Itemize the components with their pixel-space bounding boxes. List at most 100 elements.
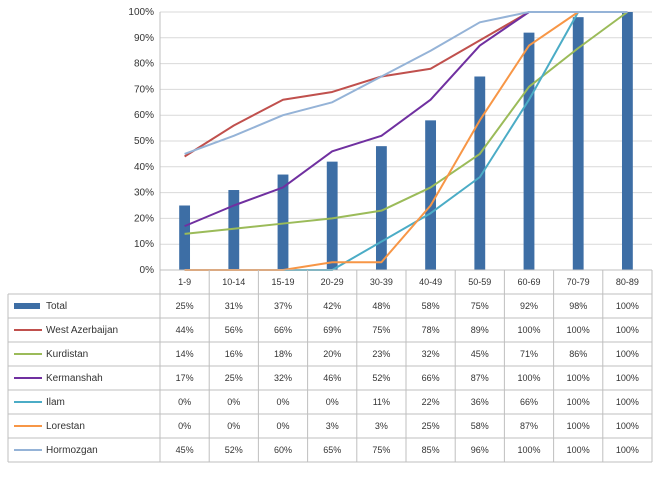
data-label: 45%: [176, 445, 194, 455]
x-tick-label: 1-9: [178, 277, 191, 287]
data-label: 100%: [517, 373, 540, 383]
data-label: 45%: [471, 349, 489, 359]
data-label: 75%: [372, 445, 390, 455]
bar-total: [375, 146, 387, 270]
data-label: 100%: [616, 397, 639, 407]
legend-entry: Hormozgan: [46, 445, 98, 456]
legend-key-bar: [14, 303, 40, 309]
bar-total: [621, 12, 633, 270]
data-label: 58%: [422, 301, 440, 311]
data-label: 32%: [274, 373, 292, 383]
y-tick-label: 30%: [134, 188, 154, 199]
data-label: 87%: [471, 373, 489, 383]
bar-total: [277, 174, 289, 270]
data-label: 66%: [520, 397, 538, 407]
y-tick-label: 90%: [134, 33, 154, 44]
data-label: 65%: [323, 445, 341, 455]
data-label: 100%: [567, 421, 590, 431]
data-label: 89%: [471, 325, 489, 335]
data-label: 100%: [616, 349, 639, 359]
data-label: 0%: [178, 421, 191, 431]
legend-entry: West Azerbaijan: [46, 325, 118, 336]
data-label: 100%: [616, 445, 639, 455]
data-label: 0%: [276, 421, 289, 431]
data-label: 71%: [520, 349, 538, 359]
data-label: 11%: [373, 397, 390, 407]
data-label: 22%: [422, 397, 440, 407]
x-tick-label: 10-14: [222, 277, 245, 287]
y-tick-label: 50%: [134, 136, 154, 147]
data-label: 37%: [274, 301, 292, 311]
x-tick-label: 20-29: [321, 277, 344, 287]
y-tick-label: 40%: [134, 162, 154, 173]
data-label: 0%: [276, 397, 289, 407]
data-label: 3%: [375, 421, 388, 431]
bar-total: [326, 161, 338, 270]
data-label: 60%: [274, 445, 292, 455]
data-label: 0%: [178, 397, 191, 407]
data-label: 0%: [227, 397, 240, 407]
data-label: 100%: [616, 421, 639, 431]
legend-entry: Kermanshah: [46, 373, 103, 384]
bars-total: [179, 12, 633, 270]
data-label: 32%: [422, 349, 440, 359]
y-tick-label: 100%: [128, 7, 154, 18]
data-label: 25%: [225, 373, 243, 383]
data-label: 100%: [567, 325, 590, 335]
data-label: 86%: [569, 349, 587, 359]
data-label: 100%: [616, 373, 639, 383]
data-label: 92%: [520, 301, 538, 311]
data-label: 100%: [616, 325, 639, 335]
bar-total: [228, 190, 240, 270]
data-label: 100%: [567, 445, 590, 455]
x-tick-label: 15-19: [271, 277, 294, 287]
data-label: 42%: [323, 301, 341, 311]
legend-entry: Lorestan: [46, 421, 85, 432]
data-label: 44%: [176, 325, 194, 335]
legend-entry: Kurdistan: [46, 349, 88, 360]
data-label: 75%: [372, 325, 390, 335]
data-label: 66%: [274, 325, 292, 335]
data-label: 85%: [422, 445, 440, 455]
data-label: 98%: [569, 301, 587, 311]
data-label: 20%: [323, 349, 341, 359]
bar-total: [425, 120, 437, 270]
bar-total: [572, 17, 584, 270]
data-label: 17%: [176, 373, 194, 383]
data-label: 100%: [517, 445, 540, 455]
x-tick-label: 80-89: [616, 277, 639, 287]
data-label: 78%: [422, 325, 440, 335]
y-tick-label: 20%: [134, 213, 154, 224]
data-label: 46%: [323, 373, 341, 383]
data-label: 16%: [225, 349, 243, 359]
y-tick-label: 70%: [134, 84, 154, 95]
data-label: 96%: [471, 445, 489, 455]
data-label: 100%: [567, 373, 590, 383]
series-line-hormozgan: [184, 11, 628, 155]
y-tick-label: 80%: [134, 59, 154, 70]
y-tick-label: 0%: [140, 265, 155, 276]
data-label: 69%: [323, 325, 341, 335]
data-label: 66%: [422, 373, 440, 383]
data-label: 100%: [616, 301, 639, 311]
data-label: 31%: [225, 301, 243, 311]
data-label: 14%: [176, 349, 194, 359]
x-tick-label: 40-49: [419, 277, 442, 287]
data-label: 25%: [176, 301, 194, 311]
data-label: 18%: [274, 349, 292, 359]
bar-total: [179, 205, 191, 270]
data-label: 87%: [520, 421, 538, 431]
data-label: 0%: [326, 397, 339, 407]
data-label: 56%: [225, 325, 243, 335]
data-label: 25%: [422, 421, 440, 431]
legend-entry: Total: [46, 301, 67, 312]
series-line-west-azerbaijan: [184, 11, 628, 158]
data-label: 52%: [372, 373, 390, 383]
series-line-kurdistan: [184, 11, 628, 235]
data-label: 58%: [471, 421, 489, 431]
data-table: 1-9 10-14 15-19 20-29 30-39 40-49 50-59 60-69 70…: [7, 269, 653, 463]
x-tick-label: 50-59: [468, 277, 491, 287]
legend-entry: Ilam: [46, 397, 65, 408]
data-label: 52%: [225, 445, 243, 455]
